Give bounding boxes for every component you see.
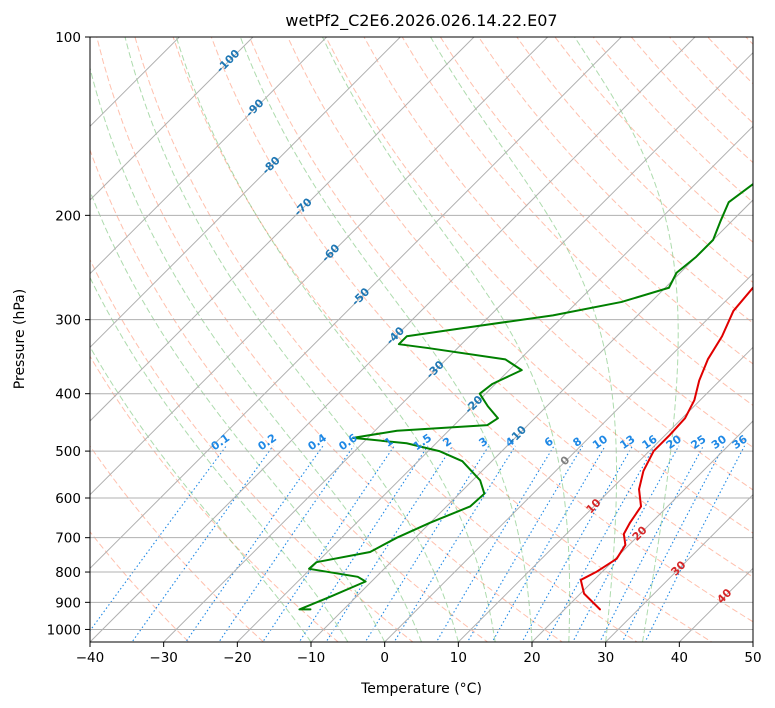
y-tick-label-0: 100 bbox=[55, 30, 81, 46]
isotherm-5 bbox=[90, 37, 549, 496]
isotherm-8 bbox=[162, 51, 753, 642]
dry-adiabat-13 bbox=[401, 37, 753, 406]
y-tick-label-5: 600 bbox=[55, 491, 81, 507]
x-tick-label-5: 10 bbox=[450, 650, 467, 666]
dry-adiabat-2 bbox=[90, 355, 339, 642]
pressure-gridlines bbox=[90, 37, 753, 630]
plot-frame bbox=[89, 36, 754, 643]
x-tick-label-3: −10 bbox=[297, 650, 326, 666]
y-tick-label-3: 400 bbox=[55, 387, 81, 403]
isotherm-3 bbox=[90, 37, 402, 349]
isotherm-9 bbox=[236, 125, 753, 642]
mixing-ratio-line-16 bbox=[621, 445, 725, 642]
moist-adiabat-5 bbox=[175, 37, 496, 642]
profile-series bbox=[298, 182, 753, 611]
y-axis-title: Pressure (hPa) bbox=[12, 289, 28, 389]
isotherm-10 bbox=[310, 199, 753, 642]
temperature-profile-line bbox=[579, 286, 753, 611]
moist-adiabat-6 bbox=[239, 37, 533, 642]
isotherm-7 bbox=[90, 37, 696, 642]
moist-adiabat-0 bbox=[90, 345, 312, 642]
mixing-ratio-line-17 bbox=[644, 445, 746, 642]
dewpoint-profile-line bbox=[298, 182, 753, 611]
x-tick-label-0: −40 bbox=[76, 650, 105, 666]
moist-adiabat-8 bbox=[430, 37, 618, 642]
dry-adiabat-3 bbox=[90, 258, 414, 642]
isotherm-6 bbox=[90, 37, 623, 570]
x-tick-label-4: 0 bbox=[380, 650, 389, 666]
y-tick-label-6: 700 bbox=[55, 531, 81, 547]
isotherm-13 bbox=[531, 420, 753, 642]
axes: −40 −30 −20 −10 0 10 20 30 40 50 100 200 300 400 500 60… bbox=[47, 30, 762, 666]
isotherm-11 bbox=[383, 272, 753, 642]
moist-adiabat-7 bbox=[322, 37, 571, 642]
x-tick-label-8: 40 bbox=[671, 650, 688, 666]
x-tick-label-1: −30 bbox=[149, 650, 178, 666]
dry-adiabat-9 bbox=[248, 37, 753, 578]
y-tick-label-8: 900 bbox=[55, 595, 81, 611]
y-tick-label-7: 800 bbox=[55, 565, 81, 581]
dry-adiabat-8 bbox=[210, 37, 753, 623]
isotherm-2 bbox=[90, 37, 328, 275]
dry-adiabat-16 bbox=[516, 37, 753, 284]
isotherm-12 bbox=[457, 346, 753, 642]
isotherm-0 bbox=[90, 37, 181, 128]
moist-adiabat-4 bbox=[124, 37, 459, 642]
x-tick-label-6: 20 bbox=[523, 650, 540, 666]
mixing-ratio-line-4 bbox=[262, 445, 395, 642]
x-axis-title: Temperature (°C) bbox=[360, 681, 482, 697]
y-tick-label-4: 500 bbox=[55, 444, 81, 460]
dry-adiabat-23 bbox=[758, 10, 775, 654]
mixing-ratio-line-3 bbox=[218, 445, 355, 642]
isotherm-1 bbox=[90, 37, 254, 201]
dry-adiabat-6 bbox=[134, 37, 638, 642]
dry-adiabat-7 bbox=[172, 37, 713, 642]
isotherm-14 bbox=[604, 493, 753, 642]
isotherm-4 bbox=[90, 37, 475, 422]
chart-title: wetPf2_C2E6.2026.026.14.22.E07 bbox=[285, 11, 557, 31]
x-tick-label-7: 30 bbox=[597, 650, 614, 666]
dry-adiabat-1 bbox=[90, 445, 265, 642]
x-tick-label-2: −20 bbox=[223, 650, 252, 666]
dry-adiabat-5 bbox=[96, 37, 564, 642]
dry-adiabat-15 bbox=[477, 37, 753, 324]
dry-adiabat-11 bbox=[325, 37, 753, 491]
y-tick-label-2: 300 bbox=[55, 313, 81, 329]
y-tick-label-1: 200 bbox=[55, 208, 81, 224]
moist-adiabat-3 bbox=[90, 66, 422, 642]
moist-adiabat-9 bbox=[574, 37, 679, 642]
dry-adiabat-4 bbox=[90, 148, 489, 642]
moist-adiabat-2 bbox=[90, 189, 386, 642]
plot-background bbox=[90, 37, 753, 642]
y-tick-label-9: 1000 bbox=[47, 622, 81, 638]
x-tick-label-9: 50 bbox=[744, 650, 761, 666]
